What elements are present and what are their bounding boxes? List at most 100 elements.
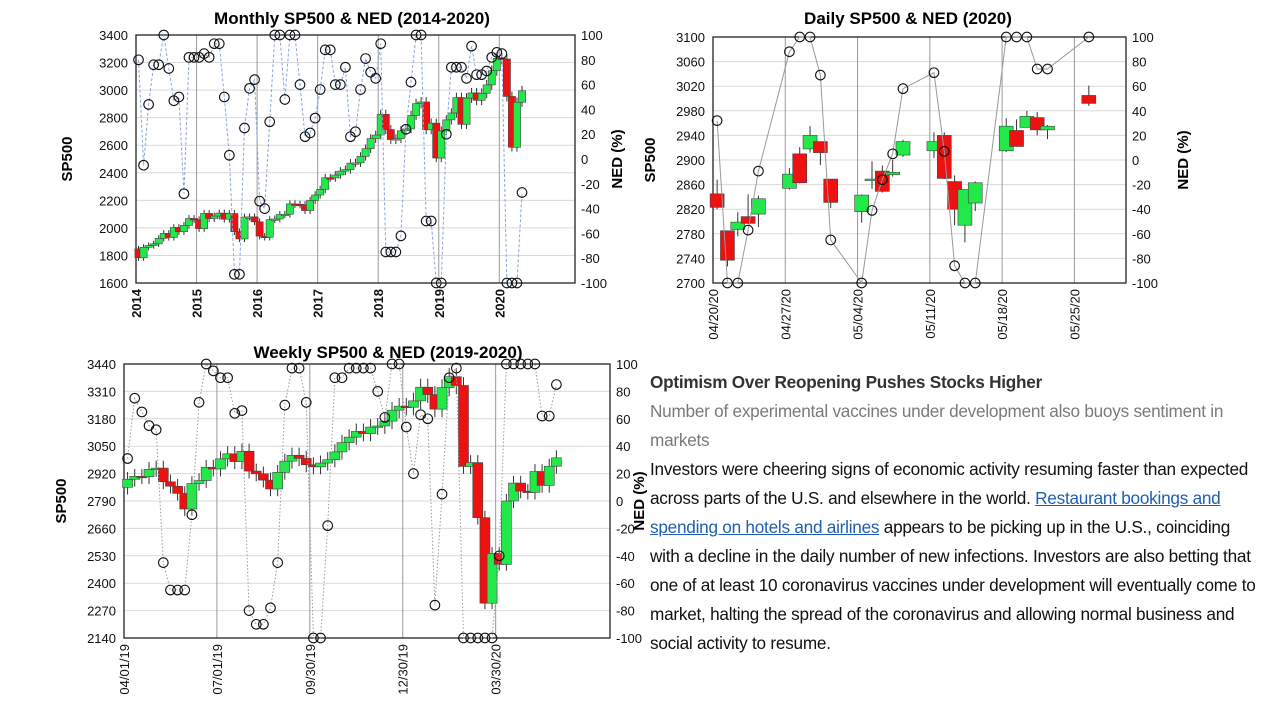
x-tick-label: 05/25/20 — [1067, 289, 1082, 340]
ned-point — [254, 195, 265, 207]
y-tick-label: 2660 — [87, 521, 116, 536]
ned-point — [481, 65, 493, 77]
y-tick-label: 3000 — [99, 83, 128, 98]
ned-point — [856, 277, 868, 289]
ned-point — [239, 122, 250, 134]
ned-point — [722, 277, 733, 289]
candle-up — [379, 420, 391, 427]
candle-up — [321, 177, 330, 190]
ned-point — [491, 47, 503, 58]
ned-point — [279, 399, 291, 411]
candle-up — [315, 462, 326, 468]
candle-up — [477, 92, 486, 101]
x-tick-label: 09/30/19 — [303, 644, 318, 695]
ned-point — [375, 38, 387, 50]
ned-point — [435, 277, 447, 289]
candle-down — [386, 129, 395, 140]
candle-up — [350, 431, 362, 438]
candle-up — [154, 238, 163, 245]
candle-up — [551, 457, 562, 467]
candle-up — [442, 119, 451, 132]
ned-point — [335, 79, 346, 90]
ned-point — [314, 84, 326, 95]
ned-point — [825, 234, 837, 246]
ned-point — [208, 38, 220, 50]
y-tick-label: 3440 — [87, 357, 116, 372]
restaurant-bookings-link[interactable]: Restaurant bookings and spending on hote… — [650, 488, 1221, 537]
x-tick-label: 2020 — [492, 289, 507, 318]
y2-tick-label: 60 — [1132, 79, 1146, 94]
ned-point — [148, 59, 160, 71]
candle-down — [190, 218, 198, 221]
candle-up — [316, 189, 325, 196]
candle-down — [422, 101, 431, 131]
ned-point — [466, 40, 477, 52]
ned-point — [372, 386, 384, 397]
ned-point — [928, 67, 940, 79]
ned-point — [405, 76, 417, 88]
candle-down — [502, 58, 511, 97]
ned-point — [415, 409, 426, 421]
x-tick-label: 2018 — [371, 289, 386, 318]
ned-point — [322, 520, 334, 532]
ned-point — [887, 148, 899, 160]
y2-tick-label: 60 — [581, 78, 595, 93]
y-tick-label: 2900 — [676, 153, 705, 168]
candle-up — [200, 466, 212, 481]
y2-tick-label: 0 — [581, 152, 588, 167]
candle-up — [436, 387, 448, 410]
ned-point — [304, 127, 316, 139]
ned-point — [516, 187, 528, 198]
ned-point — [186, 509, 198, 521]
ned-point — [959, 277, 971, 289]
candle-up — [397, 130, 405, 139]
ned-point — [138, 159, 149, 171]
y2-tick-label: 60 — [616, 412, 630, 427]
y-tick-label: 2270 — [87, 604, 116, 619]
candle-up — [272, 472, 283, 490]
candle-up — [180, 225, 188, 233]
y2-tick-label: 20 — [1132, 128, 1146, 143]
x-tick-label: 05/11/20 — [923, 289, 938, 339]
candle-up — [407, 115, 415, 130]
ned-point — [136, 406, 148, 418]
y-axis-label: SP500 — [59, 136, 76, 181]
candle-up — [215, 458, 226, 470]
ned-point — [215, 372, 226, 384]
ned-point — [385, 246, 397, 258]
ned-point — [319, 44, 331, 56]
y-tick-label: 3200 — [99, 56, 128, 71]
x-tick-label: 2017 — [311, 289, 326, 318]
ned-point — [390, 246, 402, 258]
candle-down — [158, 467, 169, 483]
ned-point — [395, 230, 407, 242]
y-tick-label: 3020 — [676, 79, 705, 94]
candle-down — [230, 213, 239, 233]
ned-point — [420, 215, 432, 227]
ned-point — [172, 584, 183, 596]
candle-up — [322, 459, 333, 464]
ned-point — [250, 618, 262, 630]
ned-point — [543, 410, 555, 422]
ned-point — [279, 94, 291, 105]
candle-up — [280, 213, 289, 217]
chart-title: Monthly SP500 & NED (2014-2020) — [214, 9, 490, 28]
candle-up — [730, 221, 746, 230]
candle-down — [1081, 95, 1097, 104]
ned-point — [1031, 63, 1043, 75]
candle-up — [275, 214, 284, 220]
x-tick-label: 05/18/20 — [995, 289, 1010, 340]
y-axis-label: SP500 — [642, 137, 659, 182]
article-body: Investors were cheering signs of economi… — [650, 455, 1260, 658]
y-tick-label: 2740 — [676, 251, 705, 266]
ned-point — [471, 69, 482, 81]
candle-up — [356, 156, 365, 164]
y-tick-label: 2400 — [99, 166, 128, 181]
ned-point — [350, 126, 361, 138]
y2-axis-label: NED (%) — [631, 471, 648, 530]
candle-up — [437, 130, 446, 159]
ned-point — [365, 362, 376, 374]
candle-up — [751, 198, 766, 215]
ned-line — [127, 362, 557, 639]
y-tick-label: 3060 — [676, 55, 705, 70]
